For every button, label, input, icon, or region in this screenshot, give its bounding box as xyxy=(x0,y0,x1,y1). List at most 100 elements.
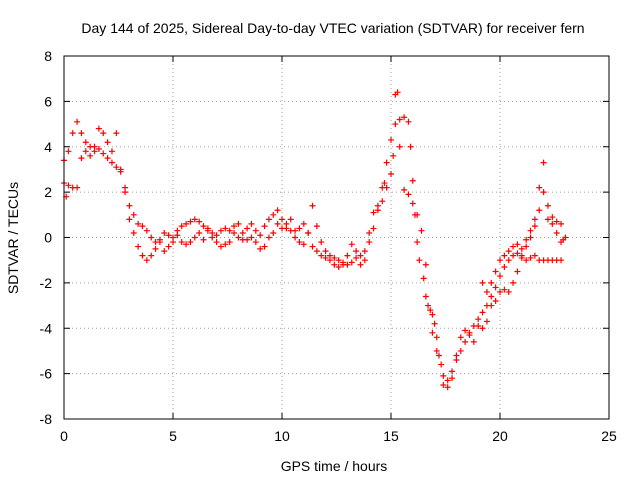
data-point-marker xyxy=(135,243,142,250)
data-point-marker xyxy=(178,239,185,246)
x-tick-label: 0 xyxy=(60,428,68,444)
data-point-marker xyxy=(394,89,401,96)
data-point-marker xyxy=(283,220,290,227)
data-point-marker xyxy=(344,252,351,259)
data-point-marker xyxy=(562,234,569,241)
data-point-marker xyxy=(531,216,538,223)
x-tick-label: 20 xyxy=(492,428,508,444)
data-point-marker xyxy=(449,375,456,382)
y-tick-label: 6 xyxy=(44,93,52,109)
data-point-marker xyxy=(510,279,517,286)
data-point-marker xyxy=(187,218,194,225)
data-point-marker xyxy=(427,307,434,314)
data-point-marker xyxy=(78,130,85,137)
data-point-marker xyxy=(100,130,107,137)
data-point-marker xyxy=(139,252,146,259)
data-point-marker xyxy=(361,257,368,264)
data-point-marker xyxy=(309,202,316,209)
data-point-marker xyxy=(213,232,220,239)
data-point-marker xyxy=(479,279,486,286)
data-point-marker xyxy=(270,229,277,236)
data-point-marker xyxy=(488,293,495,300)
data-point-marker xyxy=(300,220,307,227)
data-point-marker xyxy=(407,143,414,150)
data-point-marker xyxy=(505,248,512,255)
data-point-marker xyxy=(200,236,207,243)
data-point-marker xyxy=(174,232,181,239)
y-tick-label: 0 xyxy=(44,230,52,246)
data-point-marker xyxy=(148,252,155,259)
data-point-marker xyxy=(326,257,333,264)
data-point-marker xyxy=(204,227,211,234)
data-point-marker xyxy=(331,254,338,261)
data-point-marker xyxy=(501,252,508,259)
data-point-marker xyxy=(433,334,440,341)
data-point-marker xyxy=(108,159,115,166)
data-point-marker xyxy=(274,207,281,214)
data-point-marker xyxy=(544,202,551,209)
data-point-marker xyxy=(488,302,495,309)
data-point-marker xyxy=(274,220,281,227)
data-point-marker xyxy=(401,186,408,193)
data-point-marker xyxy=(505,288,512,295)
data-point-marker xyxy=(514,241,521,248)
data-point-marker xyxy=(165,232,172,239)
chart-title: Day 144 of 2025, Sidereal Day-to-day VTE… xyxy=(81,20,584,36)
data-point-marker xyxy=(183,220,190,227)
data-point-marker xyxy=(466,332,473,339)
data-point-marker xyxy=(322,248,329,255)
data-point-marker xyxy=(65,182,72,189)
data-point-marker xyxy=(497,288,503,295)
data-point-marker xyxy=(143,227,150,234)
data-point-marker xyxy=(396,116,403,123)
data-point-marker xyxy=(425,302,432,309)
data-point-marker xyxy=(488,279,495,286)
data-point-marker xyxy=(113,164,120,171)
data-point-marker xyxy=(91,148,98,155)
data-point-marker xyxy=(318,252,325,259)
y-tick-label: 2 xyxy=(44,184,52,200)
data-point-marker xyxy=(414,239,421,246)
data-point-marker xyxy=(165,243,172,250)
x-tick-label: 25 xyxy=(601,428,617,444)
data-point-marker xyxy=(501,263,508,270)
data-point-marker xyxy=(292,234,299,241)
data-point-marker xyxy=(122,189,129,196)
data-point-marker xyxy=(313,223,320,230)
data-point-marker xyxy=(409,200,416,207)
data-point-marker xyxy=(331,261,338,268)
data-point-marker xyxy=(374,202,381,209)
x-axis-label: GPS time / hours xyxy=(281,458,388,474)
data-point-marker xyxy=(196,218,203,225)
data-point-marker xyxy=(261,223,268,230)
data-point-marker xyxy=(226,239,233,246)
data-point-marker xyxy=(82,139,89,146)
data-point-marker xyxy=(388,170,394,177)
data-point-marker xyxy=(370,209,377,216)
data-point-marker xyxy=(479,309,486,316)
data-point-marker xyxy=(183,241,190,248)
data-point-marker xyxy=(226,227,233,234)
data-point-marker xyxy=(483,318,490,325)
data-point-marker xyxy=(104,155,111,162)
data-point-marker xyxy=(196,229,203,236)
data-point-marker xyxy=(396,143,403,150)
data-point-marker xyxy=(370,225,377,232)
data-point-marker xyxy=(418,227,425,234)
data-point-marker xyxy=(348,241,355,248)
data-point-marker xyxy=(95,146,102,153)
data-point-marker xyxy=(191,234,198,241)
data-point-marker xyxy=(444,377,451,384)
y-tick-label: -2 xyxy=(40,275,53,291)
data-point-marker xyxy=(514,268,521,275)
data-point-marker xyxy=(287,216,294,223)
data-point-marker xyxy=(536,207,543,214)
data-point-marker xyxy=(518,252,525,259)
data-point-marker xyxy=(518,245,525,252)
data-point-marker xyxy=(200,223,207,230)
data-point-marker xyxy=(431,320,438,327)
data-point-marker xyxy=(187,239,194,246)
data-point-marker xyxy=(191,216,198,223)
data-point-marker xyxy=(383,159,390,166)
data-point-marker xyxy=(257,232,264,239)
